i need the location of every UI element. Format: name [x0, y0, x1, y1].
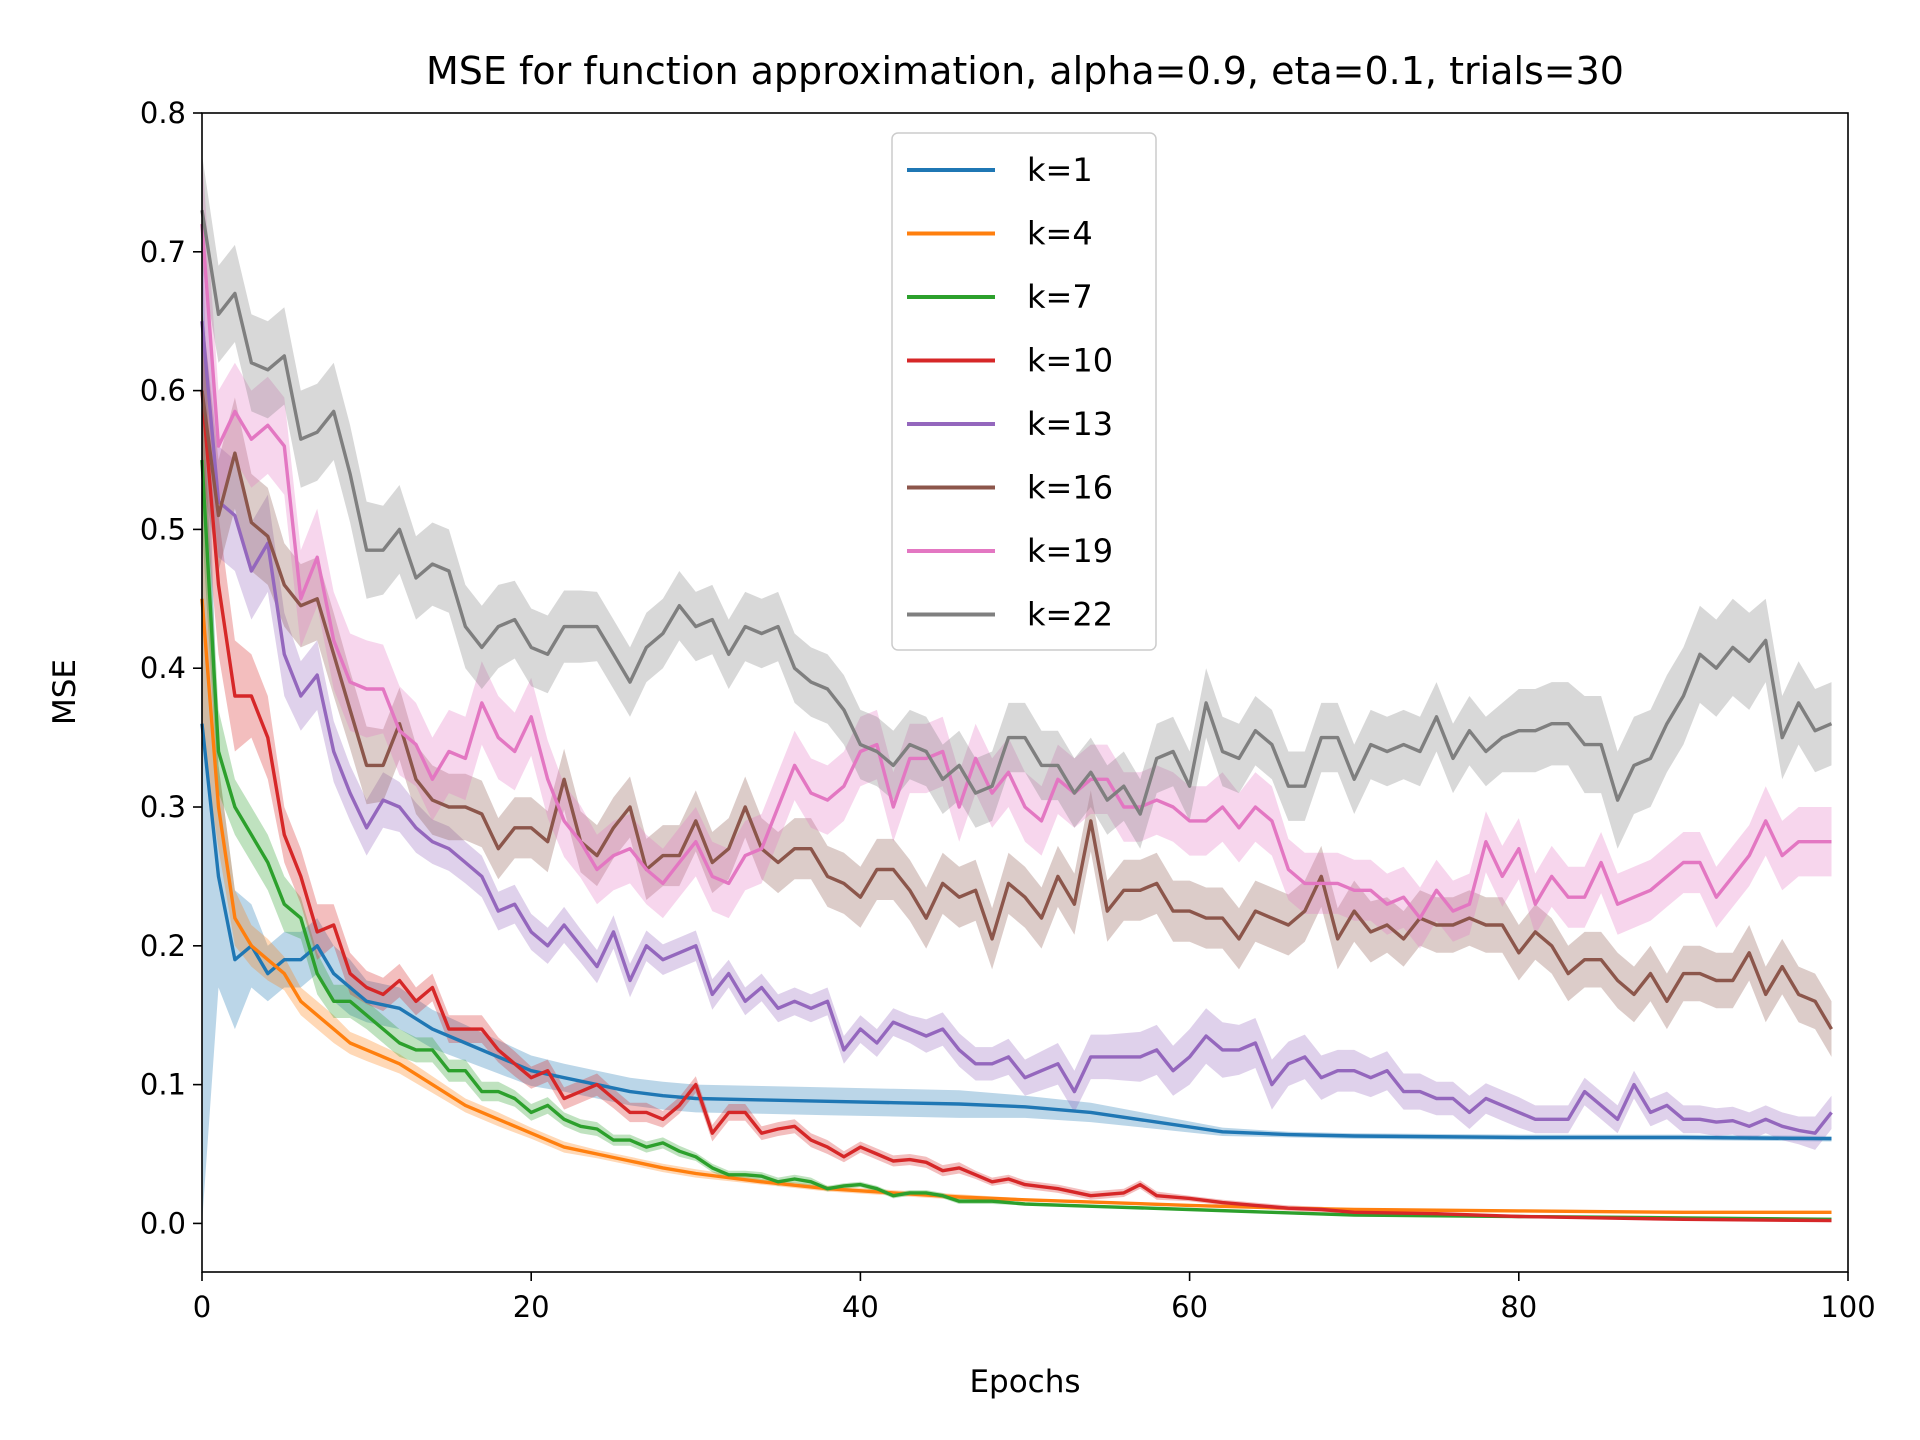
x-tick-label: 40	[842, 1290, 879, 1324]
line-series-8	[200, 209, 1833, 816]
legend-label: k=22	[1027, 596, 1113, 634]
legend-label: k=19	[1027, 532, 1113, 570]
legend-label: k=4	[1027, 215, 1093, 253]
legend-label: k=13	[1027, 405, 1113, 443]
legend-label: k=1	[1027, 151, 1093, 189]
y-tick-label: 0.5	[140, 512, 186, 546]
x-tick-label: 60	[1171, 1290, 1208, 1324]
line-series-2	[200, 598, 1832, 1215]
legend-box	[891, 132, 1157, 651]
line-series-7	[200, 223, 1832, 920]
line-series-6	[200, 390, 1833, 1030]
line-series-3	[200, 459, 1832, 1221]
y-tick-label: 0.4	[140, 651, 186, 685]
legend-label: k=10	[1027, 342, 1113, 380]
plot-frame	[201, 112, 1849, 1273]
x-tick-label: 80	[1500, 1290, 1537, 1324]
line-series-1	[200, 723, 1832, 1141]
band-series-5	[202, 251, 1832, 1150]
x-axis-label: Epochs	[969, 1364, 1080, 1400]
y-tick-label: 0.8	[140, 96, 186, 130]
series-lines	[200, 209, 1833, 1223]
legend-label: k=16	[1027, 469, 1113, 507]
x-tick-label: 0	[193, 1290, 211, 1324]
y-axis-ticks: 0.0 0.1 0.2 0.3 0.4 0.5 0.6 0.7 0.8	[140, 96, 202, 1240]
y-tick-label: 0.1	[140, 1068, 186, 1102]
legend-label: k=7	[1027, 278, 1093, 316]
y-tick-label: 0.0	[140, 1206, 186, 1240]
band-series-6	[202, 307, 1832, 1057]
line-series-4	[200, 390, 1832, 1223]
line-series-5	[200, 321, 1833, 1135]
y-tick-label: 0.2	[140, 929, 186, 963]
x-axis-ticks: 0 20 40 60 80 100	[193, 1272, 1876, 1324]
x-tick-label: 20	[513, 1290, 550, 1324]
y-tick-label: 0.6	[140, 374, 186, 408]
y-tick-label: 0.3	[140, 790, 186, 824]
y-tick-label: 0.7	[140, 235, 186, 269]
y-axis-label: MSE	[47, 659, 83, 725]
legend: k=1 k=4 k=7 k=10 k=13 k=16 k=19 k=22	[891, 132, 1157, 651]
x-tick-label: 100	[1820, 1290, 1875, 1324]
band-series-8	[202, 154, 1832, 849]
chart-title: MSE for function approximation, alpha=0.…	[426, 49, 1624, 93]
